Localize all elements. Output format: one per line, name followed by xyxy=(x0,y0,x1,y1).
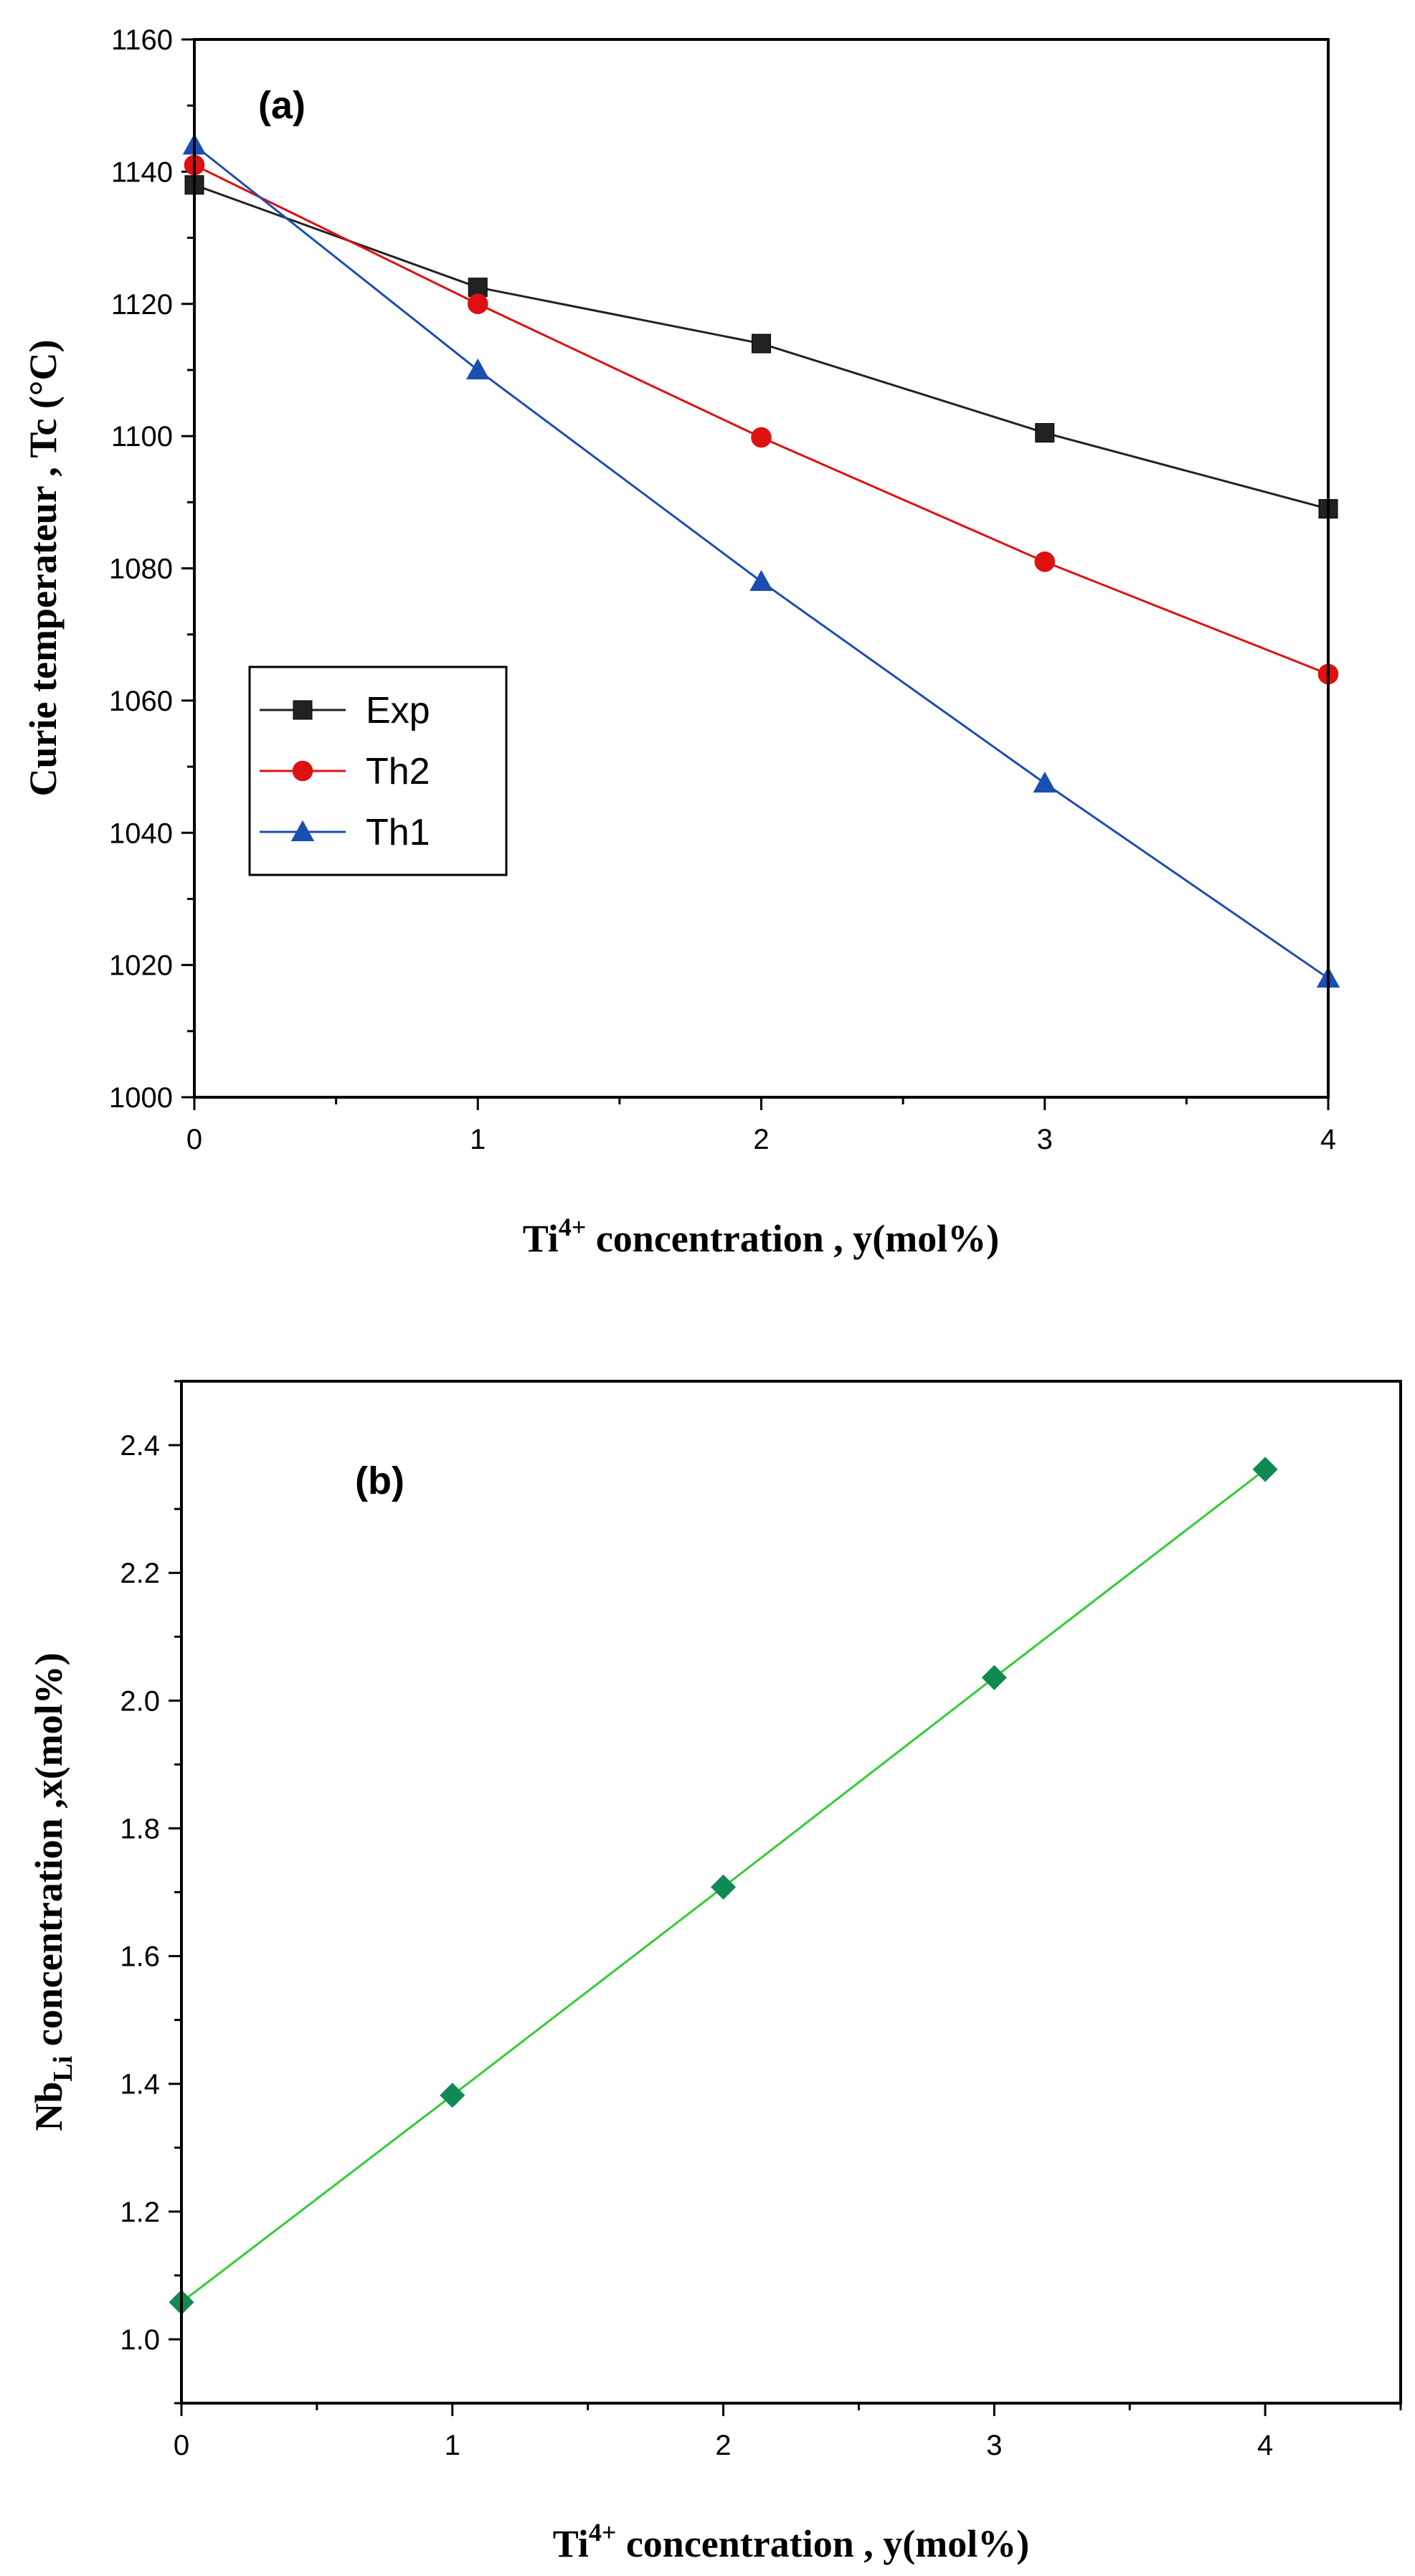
chart-a-panel-label: (a) xyxy=(258,84,306,127)
series-line-th2 xyxy=(194,164,1329,676)
chart-a-y-axis-title: Curie temperateur , Tc (°C) xyxy=(22,340,65,797)
chart-a: 0 1 2 3 4 1000 1020 1040 1060 1080 1100 1120 1140 116… xyxy=(22,24,1340,1260)
chart-a-x-axis-title: Ti4+ concentration , y(mol%) xyxy=(523,1213,999,1260)
chart-b: 0 1 2 3 4 1.0 1.2 1.4 1.6 1.8 2.0 2.2 2.4 (b) Ti4+ c… xyxy=(27,1380,1402,2565)
y-tick-label: 2.0 xyxy=(120,1685,160,1717)
chart-b-ticks: 0 1 2 3 4 1.0 1.2 1.4 1.6 1.8 2.0 2.2 2.4 xyxy=(120,1380,1402,2461)
chart-b-series xyxy=(169,1457,1278,2315)
x-tick-label: 2 xyxy=(715,2430,731,2461)
data-point-th1 xyxy=(1033,771,1056,793)
chart-a-ticks: 0 1 2 3 4 1000 1020 1040 1060 1080 1100 1120 1140 116… xyxy=(109,24,1336,1155)
data-point-series-0 xyxy=(1252,1457,1278,1482)
x-tick-label: 1 xyxy=(470,1124,486,1155)
legend-label-exp: Exp xyxy=(366,690,430,731)
x-tick-label: 3 xyxy=(1037,1124,1053,1155)
y-tick-label: 1.0 xyxy=(120,2324,160,2356)
data-point-exp xyxy=(752,333,771,354)
chart-b-y-axis-title: NbLi concentration ,x(mol%) xyxy=(27,1652,78,2131)
y-tick-label: 1000 xyxy=(109,1082,173,1114)
chart-b-x-axis-title: Ti4+ concentration , y(mol%) xyxy=(553,2518,1029,2565)
chart-b-frame xyxy=(180,1380,1402,2405)
x-tick-label: 3 xyxy=(986,2430,1002,2461)
y-tick-label: 2.2 xyxy=(120,1558,160,1589)
y-tick-label: 1.6 xyxy=(120,1941,160,1973)
x-tick-label: 2 xyxy=(753,1124,769,1155)
data-point-th2 xyxy=(1034,551,1056,572)
legend-marker-th1 xyxy=(290,820,315,841)
data-point-series-0 xyxy=(981,1665,1007,1690)
x-tick-label: 0 xyxy=(174,2430,189,2461)
legend-label-th1: Th1 xyxy=(366,812,430,853)
y-tick-label: 1.2 xyxy=(120,2197,160,2228)
data-point-th2 xyxy=(751,427,772,448)
chart-b-panel-label: (b) xyxy=(355,1459,404,1502)
data-point-th2 xyxy=(467,293,488,315)
y-tick-label: 1.4 xyxy=(120,2069,160,2101)
y-tick-label: 1140 xyxy=(111,156,173,188)
y-tick-label: 1160 xyxy=(111,24,173,56)
y-tick-label: 1060 xyxy=(109,686,173,717)
y-tick-label: 1080 xyxy=(109,554,173,585)
legend-marker-th2 xyxy=(292,760,313,782)
y-tick-label: 1.8 xyxy=(120,1813,160,1845)
data-point-th1 xyxy=(466,358,490,379)
data-point-series-0 xyxy=(711,1874,737,1900)
chart-a-series xyxy=(182,133,1340,988)
legend-marker-exp xyxy=(293,700,313,720)
y-tick-label: 1120 xyxy=(111,289,173,321)
y-tick-label: 1040 xyxy=(109,818,173,849)
data-point-exp xyxy=(1035,423,1055,443)
chart-a-frame xyxy=(193,38,1330,1099)
y-tick-label: 2.4 xyxy=(120,1430,160,1462)
y-tick-label: 1020 xyxy=(109,950,173,982)
legend-label-th2: Th2 xyxy=(366,751,430,792)
y-tick-label: 1100 xyxy=(111,421,173,453)
x-tick-label: 4 xyxy=(1320,1124,1336,1155)
data-point-th1 xyxy=(749,569,773,591)
x-tick-label: 4 xyxy=(1257,2430,1273,2461)
chart-a-legend: Exp Th2 Th1 xyxy=(248,666,508,876)
x-tick-label: 1 xyxy=(445,2430,460,2461)
x-tick-label: 0 xyxy=(186,1124,202,1155)
data-point-series-0 xyxy=(440,2083,465,2108)
data-point-exp xyxy=(468,278,488,298)
